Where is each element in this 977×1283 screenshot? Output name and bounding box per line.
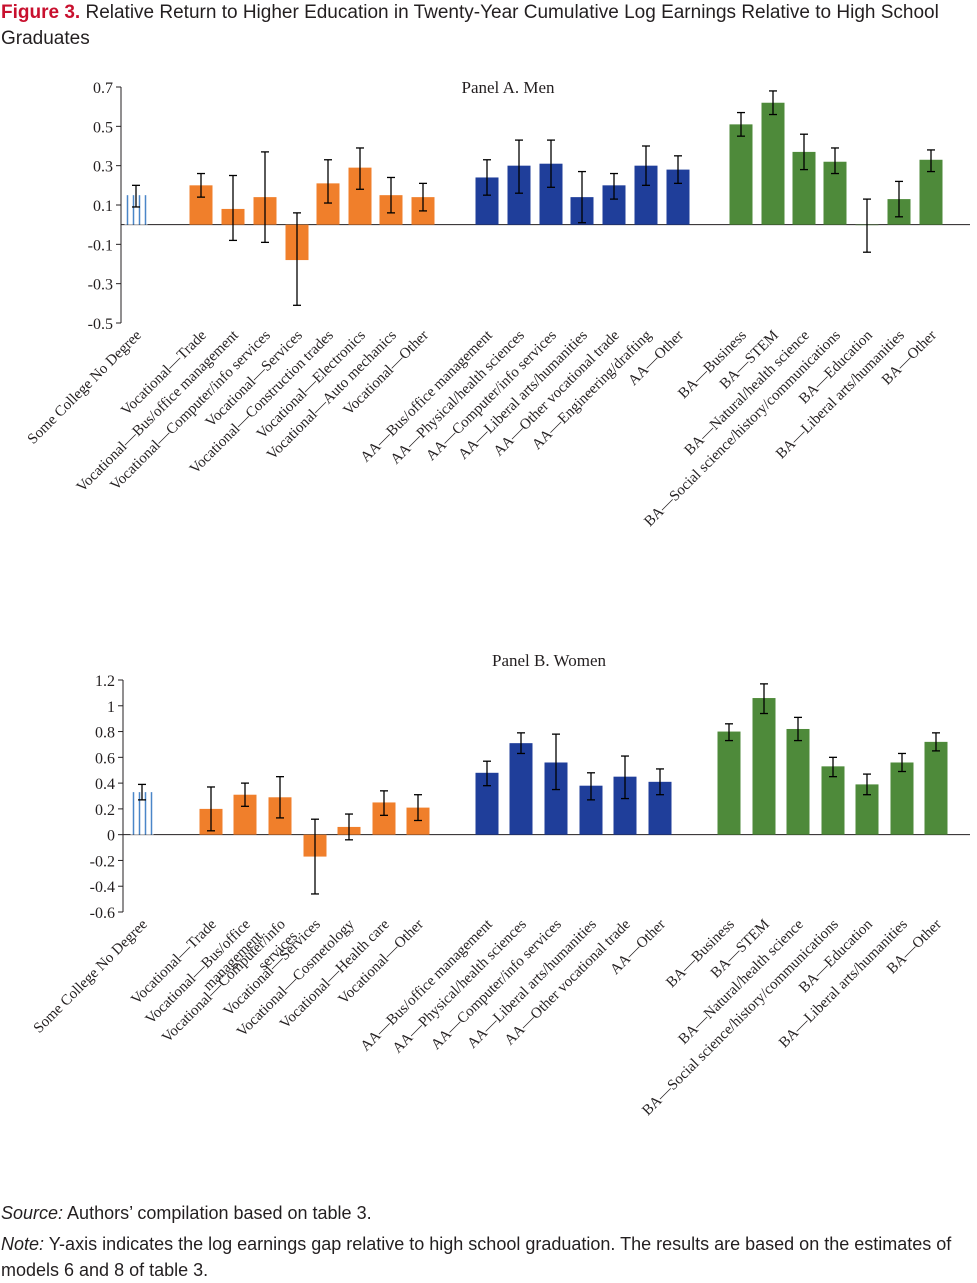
panel-a-y-tick-label: -0.1 [88, 237, 113, 254]
figure-label: Figure 3. [1, 2, 81, 23]
panel-a-bar-vocational [348, 167, 372, 225]
panel-a-y-tick-label: -0.3 [88, 277, 113, 294]
panel-a-bar-some_college [124, 195, 148, 225]
panel-b-y-tick-label: -0.2 [90, 853, 115, 870]
panel-b-bar-ba [890, 762, 914, 835]
panel-a-bar-ba [919, 159, 943, 225]
panel-a-y-tick-label: 0.5 [93, 119, 113, 136]
figure-title-text: Relative Return to Higher Education in T… [1, 2, 939, 49]
panel-a-bar-ba [729, 124, 753, 225]
note-label: Note: [1, 1234, 45, 1254]
panel-a-chart: Panel A. Men 0.7 0.5 0.3 0.1 -0.1 -0.3 -0.5Some… [25, 78, 970, 530]
panel-a-bar-aa [666, 169, 690, 225]
panel-b-y-tick-label: 0.6 [95, 750, 115, 767]
panel-b-y-tick-label: 0.4 [95, 776, 115, 793]
panel-b-bar-some_college [130, 792, 154, 835]
panel-a-y-tick-label: 0.3 [93, 159, 113, 176]
panel-b-bar-ba [821, 766, 845, 835]
panel-b-bar-ba [786, 728, 810, 835]
figure-note: Note: Y-axis indicates the log earnings … [1, 1231, 971, 1283]
panel-a-x-tick-label-line: Some College No Degree [25, 327, 145, 447]
panel-b-y-tick-label: 1.2 [95, 673, 115, 690]
panel-b-bar-ba [752, 698, 776, 835]
panel-b-bar-vocational [233, 794, 257, 835]
panel-b-bar-aa [509, 743, 533, 835]
panel-b-x-tick-label-line: Some College No Degree [31, 916, 151, 1036]
panel-b-bar-aa [613, 776, 637, 835]
panel-b-chart: Panel B. Women 1.2 1 0.8 0.6 0.4 0.2 0 -0.2 -0.4 -… [31, 651, 970, 1119]
panel-a-bar-aa [634, 165, 658, 225]
panel-a-bar-aa [602, 185, 626, 225]
panel-b-x-tick-label: AA—Computer/info services [428, 916, 565, 1053]
panel-b-y-tick-label: 1 [107, 699, 115, 716]
source-note: Source: Authors’ compilation based on ta… [1, 1200, 971, 1226]
panel-b-y-tick-label: 0.2 [95, 802, 115, 819]
panel-b-x-tick-label-line: AA—Computer/info services [428, 916, 565, 1053]
panel-a-y-tick-label: 0.7 [93, 80, 113, 97]
panel-b-bar-aa [475, 772, 499, 835]
panel-b-title: Panel B. Women [492, 651, 607, 670]
panel-a-bar-ba [761, 102, 785, 225]
panel-b-y-tick-label: 0.8 [95, 725, 115, 742]
panel-b-x-tick-label: Some College No Degree [31, 916, 151, 1036]
panel-a-bar-ba [792, 151, 816, 225]
panel-a-bar-aa [475, 177, 499, 225]
panel-b-bar-aa [544, 762, 568, 835]
panel-a-bar-vocational [189, 185, 213, 225]
source-label: Source: [1, 1203, 64, 1223]
panel-b-bar-aa [579, 785, 603, 835]
panel-b-y-tick-label: -0.6 [90, 905, 115, 922]
panel-a-title: Panel A. Men [461, 78, 555, 97]
panel-a-bar-aa [539, 163, 563, 225]
panel-b-bar-ba [717, 731, 741, 835]
panel-a-bar-ba [823, 161, 847, 225]
panel-a-x-tick-label: Some College No Degree [25, 327, 145, 447]
panel-b-bar-ba [924, 741, 948, 835]
figure-title: Figure 3. Relative Return to Higher Educ… [1, 0, 971, 52]
panel-b-bar-aa [648, 781, 672, 835]
panel-b-bar-vocational [372, 802, 396, 835]
panel-a-y-tick-label: -0.5 [88, 316, 113, 333]
panel-b-y-tick-label: 0 [107, 828, 115, 845]
panel-b-bar-ba [855, 784, 879, 835]
panel-a-bar-aa [507, 165, 531, 225]
panel-b-y-tick-label: -0.4 [90, 879, 115, 896]
panel-a-bar-vocational [316, 183, 340, 225]
panel-a-y-tick-label: 0.1 [93, 198, 113, 215]
source-text: Authors’ compilation based on table 3. [63, 1203, 372, 1223]
note-text: Y-axis indicates the log earnings gap re… [1, 1234, 952, 1280]
